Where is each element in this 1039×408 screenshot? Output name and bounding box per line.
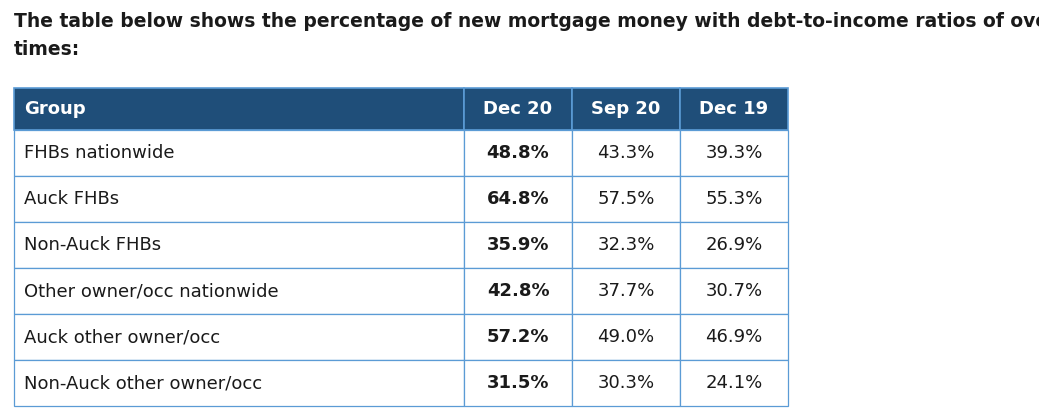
Bar (680, 88, 788, 130)
Text: 26.9%: 26.9% (705, 236, 763, 254)
Text: 43.3%: 43.3% (597, 144, 655, 162)
Text: Non-Auck other owner/occ: Non-Auck other owner/occ (24, 374, 262, 392)
Bar (572, 130, 680, 176)
Bar (14, 314, 464, 360)
Bar (464, 176, 572, 222)
Bar (14, 176, 464, 222)
Text: FHBs nationwide: FHBs nationwide (24, 144, 175, 162)
Bar (572, 360, 680, 406)
Text: Dec 20: Dec 20 (483, 100, 553, 118)
Bar (680, 130, 788, 176)
Text: 35.9%: 35.9% (486, 236, 550, 254)
Bar (572, 222, 680, 268)
Text: 64.8%: 64.8% (486, 190, 550, 208)
Bar (572, 176, 680, 222)
Bar (680, 268, 788, 314)
Bar (680, 222, 788, 268)
Bar (464, 130, 572, 176)
Text: 46.9%: 46.9% (705, 328, 763, 346)
Bar (680, 360, 788, 406)
Bar (464, 314, 572, 360)
Text: 42.8%: 42.8% (486, 282, 550, 300)
Text: Dec 19: Dec 19 (699, 100, 769, 118)
Text: 55.3%: 55.3% (705, 190, 763, 208)
Text: 57.5%: 57.5% (597, 190, 655, 208)
Text: 32.3%: 32.3% (597, 236, 655, 254)
Text: 37.7%: 37.7% (597, 282, 655, 300)
Bar (464, 88, 572, 130)
Text: Sep 20: Sep 20 (591, 100, 661, 118)
Bar (572, 88, 680, 130)
Text: 39.3%: 39.3% (705, 144, 763, 162)
Text: 57.2%: 57.2% (486, 328, 550, 346)
Bar (14, 268, 464, 314)
Text: 49.0%: 49.0% (597, 328, 655, 346)
Text: Other owner/occ nationwide: Other owner/occ nationwide (24, 282, 278, 300)
Text: 24.1%: 24.1% (705, 374, 763, 392)
Bar (464, 268, 572, 314)
Bar (572, 268, 680, 314)
Bar (14, 360, 464, 406)
Bar (14, 88, 464, 130)
Text: The table below shows the percentage of new mortgage money with debt-to-income r: The table below shows the percentage of … (14, 12, 1039, 59)
Bar (680, 176, 788, 222)
Text: Non-Auck FHBs: Non-Auck FHBs (24, 236, 161, 254)
Text: Auck other owner/occ: Auck other owner/occ (24, 328, 220, 346)
Text: Group: Group (24, 100, 85, 118)
Text: 31.5%: 31.5% (486, 374, 550, 392)
Bar (680, 314, 788, 360)
Bar (464, 360, 572, 406)
Text: 48.8%: 48.8% (486, 144, 550, 162)
Text: 30.7%: 30.7% (705, 282, 763, 300)
Bar (14, 222, 464, 268)
Bar (14, 130, 464, 176)
Bar (464, 222, 572, 268)
Bar (572, 314, 680, 360)
Text: Auck FHBs: Auck FHBs (24, 190, 119, 208)
Text: 30.3%: 30.3% (597, 374, 655, 392)
